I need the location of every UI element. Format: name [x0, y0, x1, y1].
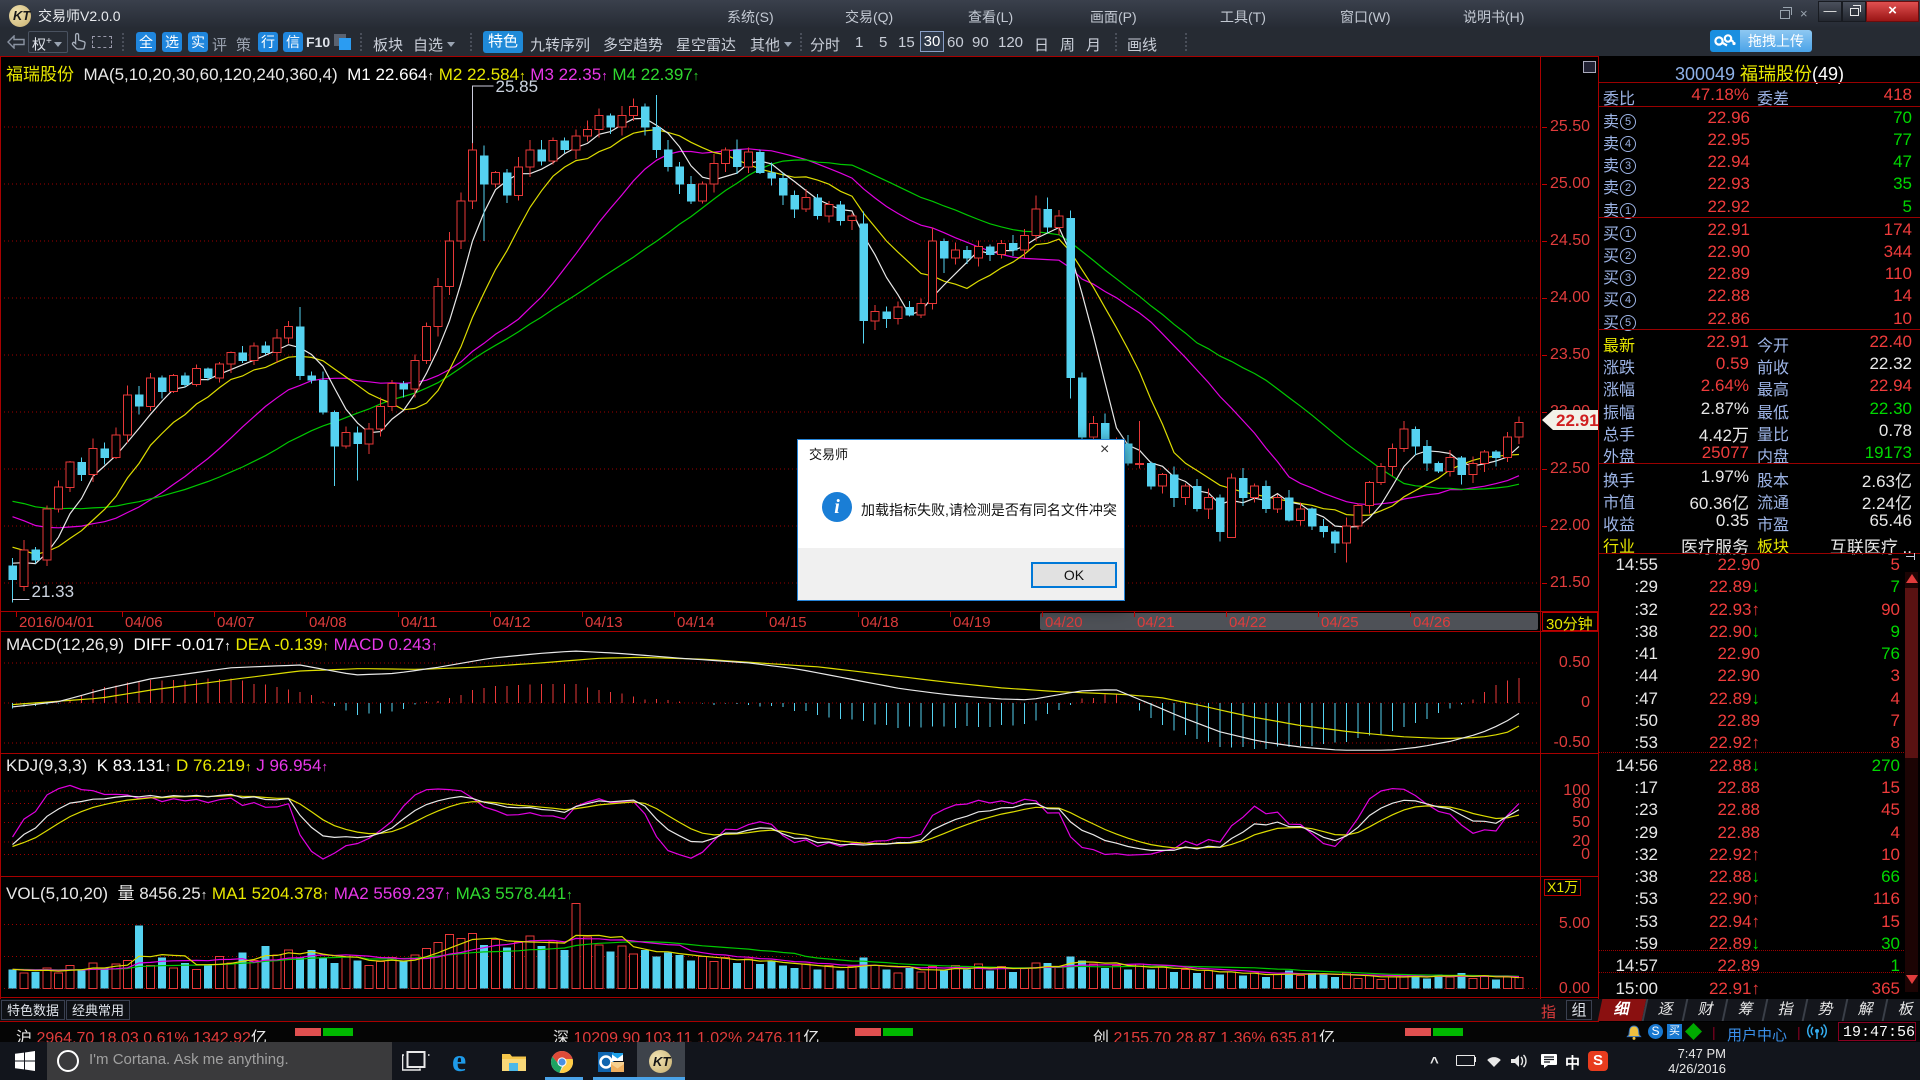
svg-text:25.85: 25.85 [496, 77, 539, 96]
svg-text:21.33: 21.33 [32, 582, 75, 601]
